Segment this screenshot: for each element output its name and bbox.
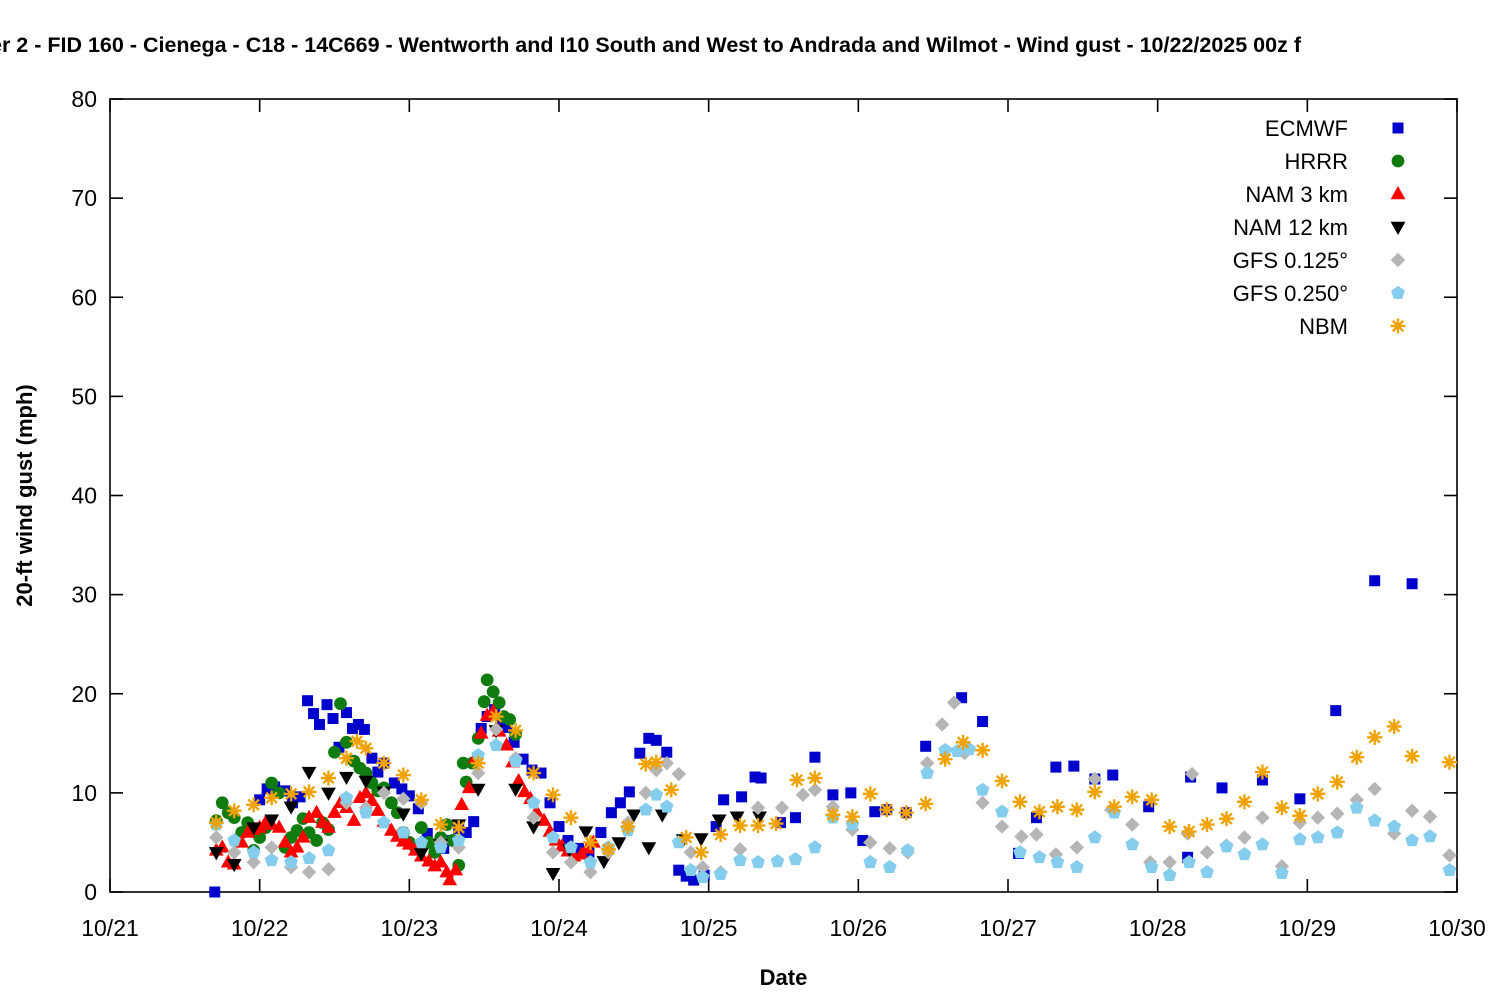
x-tick-label: 10/25 [680,915,738,941]
legend-label: NBM [1299,314,1348,339]
chart-title: er 2 - FID 160 - Cienega - C18 - 14C669 … [0,33,1301,57]
legend-item-nbm: NBM [1299,314,1406,339]
legend-label: GFS 0.250° [1233,281,1348,306]
legend-item-gfs-0-125-: GFS 0.125° [1233,248,1406,273]
x-tick-label: 10/30 [1428,915,1486,941]
legend-label: ECMWF [1265,116,1348,141]
legend-item-nam-12-km: NAM 12 km [1233,215,1406,240]
legend-label: NAM 12 km [1233,215,1348,240]
x-tick-label: 10/27 [979,915,1037,941]
legend-item-ecmwf: ECMWF [1265,116,1404,141]
y-tick-label: 10 [71,780,97,806]
y-tick-label: 80 [71,86,97,112]
x-tick-label: 10/24 [530,915,588,941]
x-axis-label: Date [760,965,808,990]
legend-item-gfs-0-250-: GFS 0.250° [1233,281,1405,306]
y-tick-label: 60 [71,284,97,310]
x-tick-label: 10/28 [1129,915,1187,941]
x-tick-label: 10/21 [81,915,139,941]
y-tick-label: 70 [71,185,97,211]
x-tick-label: 10/29 [1279,915,1337,941]
x-tick-label: 10/22 [231,915,289,941]
x-tick-label: 10/26 [830,915,888,941]
y-tick-label: 50 [71,383,97,409]
y-tick-label: 20 [71,681,97,707]
x-tick-label: 10/23 [381,915,439,941]
legend-item-hrrr: HRRR [1284,149,1405,174]
legend-label: NAM 3 km [1245,182,1348,207]
y-tick-label: 40 [71,483,97,509]
legend-label: HRRR [1284,149,1348,174]
series-nbm [208,709,1458,860]
axes: 0 10 20 30 40 50 60 70 80 10/21 10/22 10/23 10/24 10/… [12,86,1486,990]
legend-item-nam-3-km: NAM 3 km [1245,182,1406,207]
y-axis-label: 20-ft wind gust (mph) [12,384,37,606]
legend: ECMWF HRRR NAM 3 km NAM 12 km GFS 0.125° GFS … [1233,116,1406,339]
y-tick-label: 0 [84,879,97,905]
y-tick-label: 30 [71,582,97,608]
legend-label: GFS 0.125° [1233,248,1348,273]
